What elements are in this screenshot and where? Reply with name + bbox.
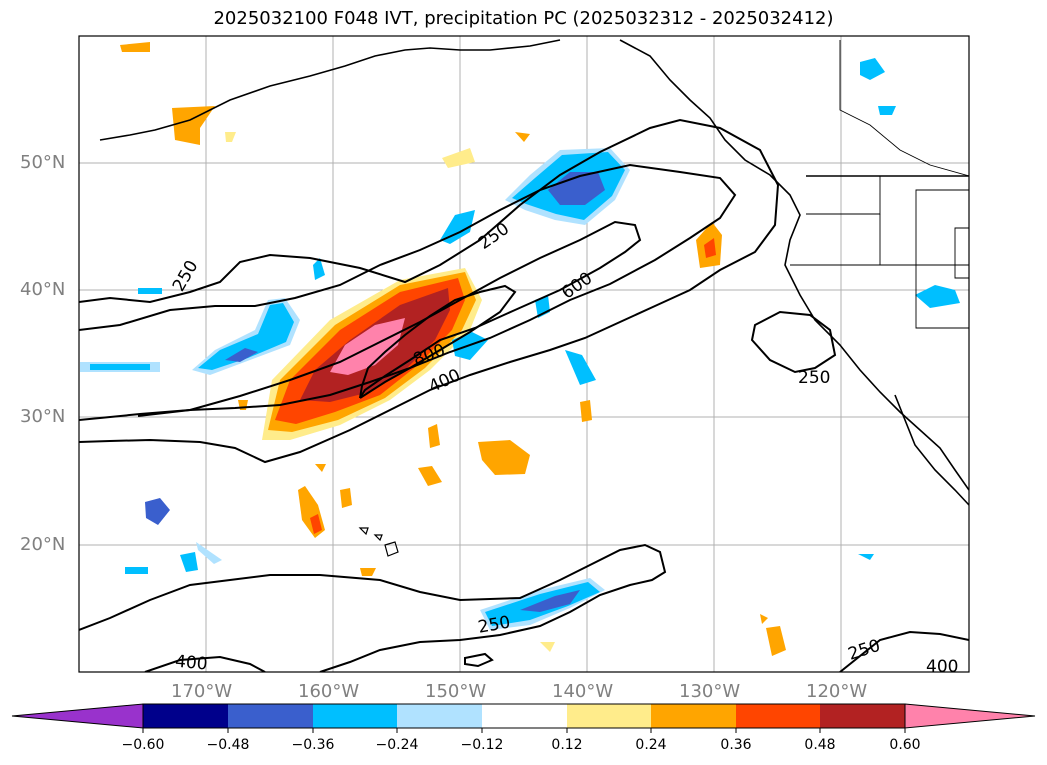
map-frame bbox=[78, 35, 970, 673]
lat-label-30n: 30°N bbox=[20, 406, 66, 427]
coastline bbox=[99, 39, 969, 506]
contour-label: 250 bbox=[846, 636, 883, 665]
lon-label-120w: 120°W bbox=[806, 681, 868, 702]
lon-label-130w: 130°W bbox=[679, 681, 741, 702]
colorbar-segment bbox=[736, 704, 820, 728]
colorbar-tick-label: −0.36 bbox=[291, 737, 335, 753]
colorbar-tick-label: 0.48 bbox=[804, 737, 836, 753]
colorbar-extend-right bbox=[904, 703, 1036, 729]
lat-label-50n: 50°N bbox=[20, 152, 66, 173]
contour-label: 250 bbox=[798, 368, 830, 388]
colorbar-segment bbox=[228, 704, 313, 728]
colorbar-tick-label: −0.24 bbox=[375, 737, 419, 753]
map-area: 250 250 600 800 400 250 250 250 400 400 bbox=[79, 36, 969, 677]
lon-label-160w: 160°W bbox=[298, 681, 360, 702]
colorbar-segment bbox=[397, 704, 482, 728]
ivt-contours bbox=[79, 118, 969, 672]
colorbar-tick-label: 0.36 bbox=[720, 737, 752, 753]
contour-label: 400 bbox=[174, 652, 208, 675]
colorbar-tick-label: 0.24 bbox=[635, 737, 667, 753]
precip-plume-positive bbox=[262, 268, 482, 440]
precip-patches-negative bbox=[80, 58, 960, 630]
colorbar-tick-label: −0.12 bbox=[460, 737, 504, 753]
colorbar-extend-left bbox=[11, 703, 144, 729]
colorbar-segment bbox=[143, 704, 228, 728]
lat-label-40n: 40°N bbox=[20, 279, 66, 300]
colorbar-segment bbox=[820, 704, 905, 728]
colorbar-segment bbox=[651, 704, 736, 728]
colorbar-segment bbox=[482, 704, 567, 728]
contour-label: 250 bbox=[475, 219, 513, 254]
lat-label-20n: 20°N bbox=[20, 534, 66, 555]
colorbar bbox=[11, 703, 1036, 733]
map-title: 2025032100 F048 IVT, precipitation PC (2… bbox=[213, 8, 834, 29]
lon-label-150w: 150°W bbox=[425, 681, 487, 702]
colorbar-tick-label: −0.60 bbox=[121, 737, 165, 753]
colorbar-segment bbox=[567, 704, 651, 728]
colorbar-tick-label: 0.12 bbox=[551, 737, 583, 753]
colorbar-tick-label: −0.48 bbox=[206, 737, 250, 753]
precip-patches-positive-small bbox=[120, 42, 786, 656]
contour-label: 400 bbox=[426, 365, 464, 397]
colorbar-segment bbox=[313, 704, 397, 728]
contour-label: 400 bbox=[926, 657, 958, 677]
hawaii-islands bbox=[358, 527, 399, 557]
colorbar-tick-label: 0.60 bbox=[889, 737, 921, 753]
lon-label-170w: 170°W bbox=[171, 681, 233, 702]
lon-label-140w: 140°W bbox=[552, 681, 614, 702]
state-borders bbox=[790, 40, 969, 329]
